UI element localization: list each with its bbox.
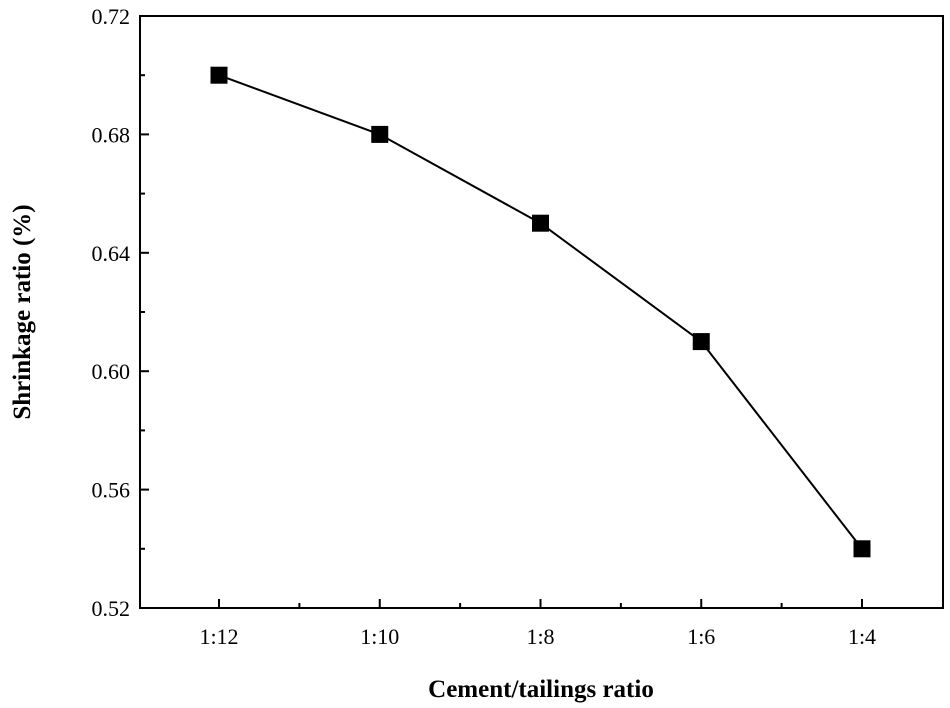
- plot-area-frame: [139, 15, 944, 609]
- series-line: [218, 74, 863, 550]
- data-point-marker: [532, 214, 549, 232]
- y-tick-label: 0.68: [92, 122, 131, 147]
- data-point-marker: [210, 66, 228, 84]
- y-tick-label: 0.56: [92, 478, 131, 503]
- y-tick-label: 0.60: [92, 359, 131, 384]
- series-layer: [210, 66, 871, 558]
- x-tick-label: 1:4: [848, 624, 876, 649]
- y-tick-label: 0.52: [92, 596, 131, 621]
- y-tick-label: 0.64: [92, 241, 131, 266]
- x-tick-label: 1:6: [687, 624, 715, 649]
- x-tick-label: 1:10: [360, 624, 399, 649]
- y-tick-label: 0.72: [92, 4, 131, 29]
- x-tick-label: 1:8: [526, 624, 554, 649]
- data-point-marker: [371, 125, 389, 143]
- x-axis-title: Cement/tailings ratio: [428, 676, 654, 703]
- data-point-marker: [853, 540, 871, 558]
- x-tick-label: 1:12: [199, 624, 238, 649]
- ticks-layer: 0.52 0.56 0.60 0.64 0.68 0.72 1:12 1:10 1:8 1:6 1:…: [92, 4, 877, 649]
- data-point-marker: [692, 333, 710, 351]
- y-axis-title: Shrinkage ratio (%): [9, 204, 36, 419]
